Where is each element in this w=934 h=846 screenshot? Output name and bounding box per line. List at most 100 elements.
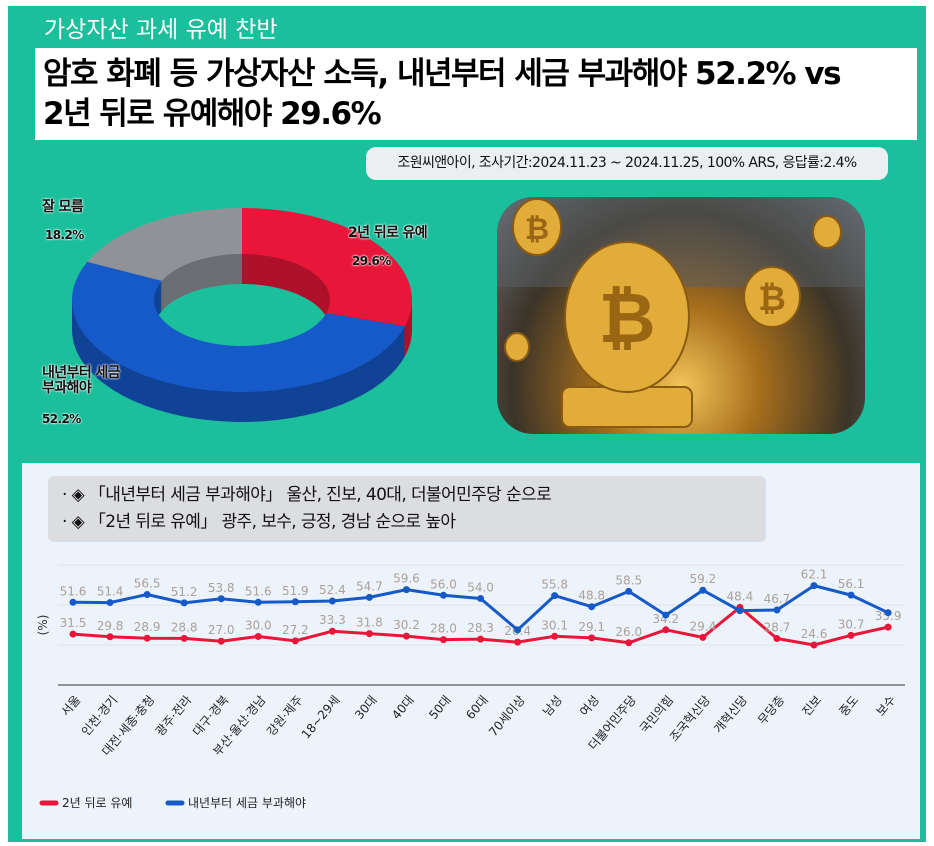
data-point [884,609,892,617]
data-point [514,626,522,634]
data-point [699,586,707,594]
data-point [143,634,151,642]
y-axis-label: (%) [36,615,50,636]
data-label: 26.0 [615,625,642,639]
data-label: 33.3 [319,613,346,627]
data-point [143,591,151,599]
data-point [551,592,559,600]
data-point [328,627,336,635]
data-label: 46.7 [764,592,791,606]
data-label: 55.8 [541,578,568,592]
x-tick-label: 18~29세 [299,693,343,742]
data-point [625,639,633,647]
data-label: 28.3 [467,621,494,635]
x-tick-label: 40대 [389,693,417,722]
data-point [847,631,855,639]
data-label: 28.7 [764,621,791,635]
x-tick-label: 개혁신당 [711,693,750,736]
legend-label: 2년 뒤로 유예 [62,796,132,810]
bitcoin-icon: ₿ ₿ ₿ [497,197,865,428]
x-tick-label: 무당층 [755,693,787,727]
data-point [291,637,299,645]
data-label: 51.6 [60,584,87,598]
data-label: 54.0 [467,580,494,594]
data-point [365,630,373,638]
data-point [291,598,299,606]
data-point [440,636,447,644]
data-label: 59.6 [393,572,420,586]
headline-line-1: 암호 화폐 등 가상자산 소득, 내년부터 세금 부과해야 52.2% vs [43,56,842,92]
x-tick-label: 70세이상 [486,693,528,739]
slice-value-tax: 52.2% [42,412,81,426]
data-label: 29.4 [689,619,716,633]
svg-text:₿: ₿ [525,212,549,247]
bitcoin-coins-image: ₿ ₿ ₿ [497,197,865,434]
data-label: 62.1 [801,568,828,582]
donut-slice [87,208,242,281]
data-point [662,611,670,619]
headline-box: 암호 화폐 등 가상자산 소득, 내년부터 세금 부과해야 52.2% vs 2… [35,48,917,140]
data-label: 59.2 [689,572,716,586]
data-point [588,634,596,642]
slice-value-unknown: 18.2% [45,228,84,242]
data-point [514,638,522,646]
x-tick-label: 50대 [426,693,454,722]
data-point [477,594,485,602]
x-tick-label: 국민의힘 [637,693,676,736]
data-point [440,591,447,599]
data-label: 56.0 [430,577,457,591]
headline: 암호 화폐 등 가상자산 소득, 내년부터 세금 부과해야 52.2% vs 2… [43,54,842,134]
data-label: 48.8 [578,589,605,603]
data-label: 24.6 [801,627,828,641]
data-label: 28.0 [430,622,457,636]
data-point [625,587,633,595]
data-point [699,633,707,641]
data-label: 56.5 [134,577,161,591]
data-label: 28.8 [171,620,198,634]
x-tick-label: 30대 [352,693,380,722]
data-point [402,586,410,594]
donut-slice [72,261,405,392]
data-point [180,599,188,607]
data-point [180,634,188,642]
data-label: 51.4 [97,585,124,599]
data-point [254,632,262,640]
data-point [328,597,336,605]
x-tick-label: 광주·전라 [153,693,195,739]
x-tick-label: 60대 [463,693,491,722]
data-label: 30.2 [393,618,420,632]
svg-text:₿: ₿ [598,277,655,359]
data-point [217,595,225,603]
data-label: 30.0 [245,618,272,632]
data-label: 34.2 [652,612,679,626]
data-point [773,606,781,614]
note-2: · ◈ 「2년 뒤로 유예」 광주, 보수, 긍정, 경남 순으로 높아 [62,512,456,532]
data-point [773,635,781,643]
slice-value-delay: 29.6% [352,254,391,268]
data-label: 56.1 [838,577,865,591]
data-point [402,632,410,640]
headline-line-2: 2년 뒤로 유예해야 29.6% [43,96,382,132]
data-point [810,641,818,649]
donut-slice [242,208,412,327]
x-tick-label: 남성 [540,693,565,719]
svg-text:₿: ₿ [758,279,786,319]
data-point [254,598,262,606]
data-point [365,593,373,601]
data-label: 29.8 [97,619,124,633]
data-label: 31.5 [60,616,87,630]
notes-box: · ◈ 「내년부터 세금 부과해야」 울산, 진보, 40대, 더불어민주당 순… [48,476,766,542]
data-point [662,626,670,634]
survey-source: 조원씨앤아이, 조사기간:2024.11.23 ~ 2024.11.25, 10… [366,147,888,180]
data-label: 29.1 [578,620,605,634]
data-label: 28.9 [134,620,161,634]
data-label: 27.0 [208,623,235,637]
data-point [477,635,485,643]
data-point [736,607,744,615]
data-label: 30.7 [838,617,865,631]
data-label: 31.8 [356,616,383,630]
data-label: 51.2 [171,585,198,599]
top-title: 가상자산 과세 유예 찬반 [44,17,278,43]
data-point [551,632,559,640]
data-label: 52.4 [319,583,346,597]
